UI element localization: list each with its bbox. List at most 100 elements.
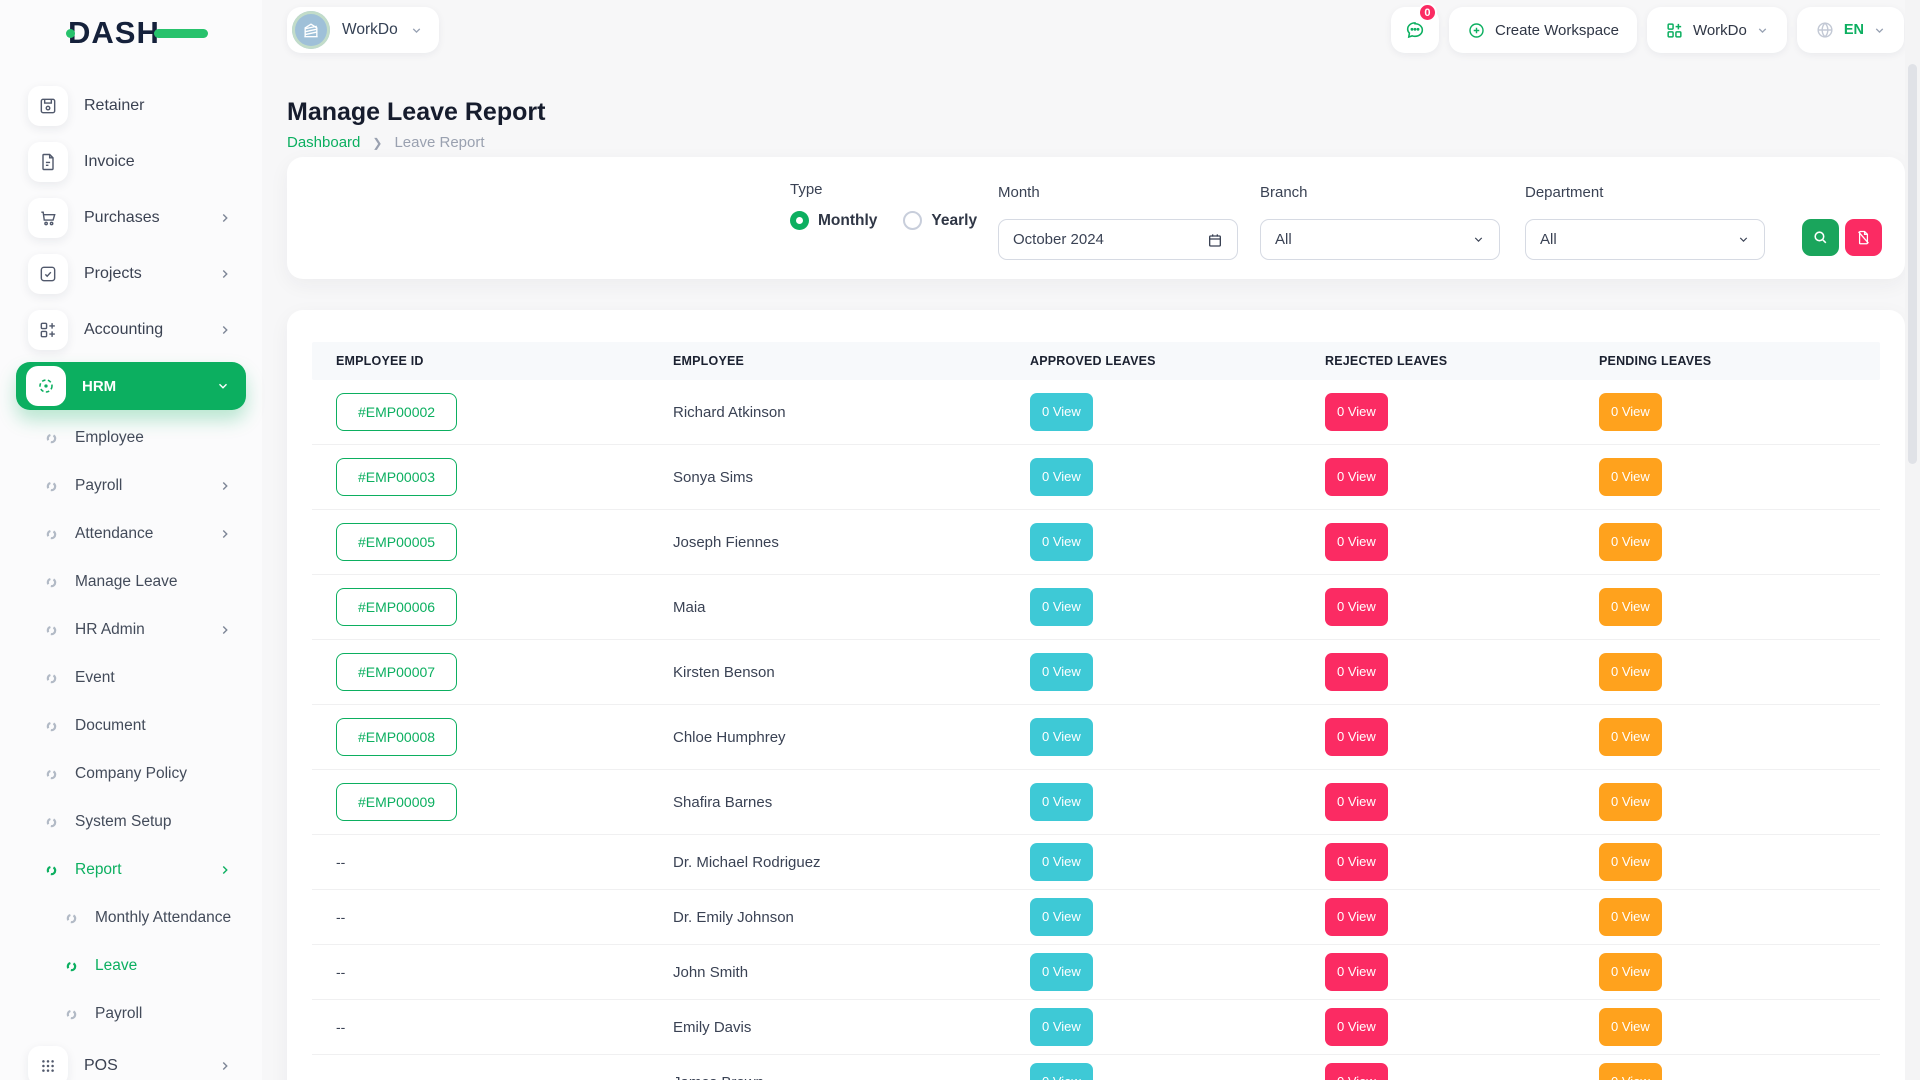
sidebar-item-manage-leave[interactable]: Manage Leave xyxy=(0,558,262,606)
department-select[interactable]: All xyxy=(1525,219,1765,260)
create-workspace-button[interactable]: Create Workspace xyxy=(1449,7,1637,53)
approved-leaves-badge[interactable]: 0 View xyxy=(1030,953,1093,991)
rejected-leaves-badge[interactable]: 0 View xyxy=(1325,523,1388,561)
sidebar-item-report[interactable]: Report xyxy=(0,846,262,894)
radio-unselected-icon xyxy=(903,211,922,230)
pending-leaves-badge[interactable]: 0 View xyxy=(1599,653,1662,691)
pending-leaves-badge-cell: 0 View xyxy=(1575,953,1880,991)
rejected-leaves-badge[interactable]: 0 View xyxy=(1325,1063,1388,1080)
top-right-actions: 0 Create Workspace WorkDo EN xyxy=(1391,7,1904,53)
pending-leaves-badge[interactable]: 0 View xyxy=(1599,898,1662,936)
employee-id-chip[interactable]: #EMP00003 xyxy=(336,458,457,496)
month-input[interactable]: October 2024 xyxy=(998,219,1238,260)
pending-leaves-badge[interactable]: 0 View xyxy=(1599,1063,1662,1080)
sidebar-item-leave[interactable]: Leave xyxy=(0,942,262,990)
approved-leaves-badge[interactable]: 0 View xyxy=(1030,1008,1093,1046)
bullet-icon xyxy=(46,817,57,828)
rejected-leaves-badge[interactable]: 0 View xyxy=(1325,1008,1388,1046)
rejected-leaves-badge[interactable]: 0 View xyxy=(1325,458,1388,496)
sidebar-item-retainer[interactable]: Retainer xyxy=(0,78,262,134)
approved-leaves-badge[interactable]: 0 View xyxy=(1030,898,1093,936)
sidebar-item-system-setup[interactable]: System Setup xyxy=(0,798,262,846)
pending-leaves-badge[interactable]: 0 View xyxy=(1599,393,1662,431)
branch-select[interactable]: All xyxy=(1260,219,1500,260)
approved-leaves-badge[interactable]: 0 View xyxy=(1030,1063,1093,1080)
sidebar-item-payroll[interactable]: Payroll xyxy=(0,462,262,510)
sidebar-item-monthly-attendance[interactable]: Monthly Attendance xyxy=(0,894,262,942)
pending-leaves-badge[interactable]: 0 View xyxy=(1599,953,1662,991)
pending-leaves-badge[interactable]: 0 View xyxy=(1599,783,1662,821)
employee-name-cell: Maia xyxy=(649,599,1006,616)
approved-leaves-badge[interactable]: 0 View xyxy=(1030,653,1093,691)
chevron-down-icon xyxy=(410,24,423,37)
main-content: Manage Leave Report Dashboard ❯ Leave Re… xyxy=(262,60,1920,1080)
rejected-leaves-badge[interactable]: 0 View xyxy=(1325,843,1388,881)
bullet-icon xyxy=(46,721,57,732)
scrollbar-thumb[interactable] xyxy=(1908,64,1917,464)
messages-button[interactable]: 0 xyxy=(1391,7,1439,53)
radio-selected-icon xyxy=(790,211,809,230)
employee-id-chip[interactable]: #EMP00002 xyxy=(336,393,457,431)
sidebar-item-hr-admin[interactable]: HR Admin xyxy=(0,606,262,654)
sidebar-item-hrm[interactable]: HRM xyxy=(16,362,246,410)
employee-id-chip[interactable]: #EMP00005 xyxy=(336,523,457,561)
sidebar-item-projects[interactable]: Projects xyxy=(0,246,262,302)
bullet-icon xyxy=(46,865,57,876)
sidebar-item-label: Payroll xyxy=(75,477,200,495)
pending-leaves-badge-cell: 0 View xyxy=(1575,458,1880,496)
radio-yearly[interactable]: Yearly xyxy=(903,211,977,230)
pending-leaves-badge[interactable]: 0 View xyxy=(1599,523,1662,561)
breadcrumb-dashboard-link[interactable]: Dashboard xyxy=(287,134,360,151)
pending-leaves-badge[interactable]: 0 View xyxy=(1599,1008,1662,1046)
sidebar-item-payroll[interactable]: Payroll xyxy=(0,990,262,1038)
pending-leaves-badge-cell: 0 View xyxy=(1575,393,1880,431)
rejected-leaves-badge[interactable]: 0 View xyxy=(1325,953,1388,991)
employee-name-cell: Richard Atkinson xyxy=(649,404,1006,421)
rejected-leaves-badge[interactable]: 0 View xyxy=(1325,653,1388,691)
employee-name-cell: Sonya Sims xyxy=(649,469,1006,486)
rejected-leaves-badge-cell: 0 View xyxy=(1301,588,1575,626)
employee-id-cell: #EMP00003 xyxy=(312,458,649,496)
dash-logo[interactable]: DASH xyxy=(66,16,208,50)
sidebar-item-pos[interactable]: POS xyxy=(0,1038,262,1080)
sidebar-item-event[interactable]: Event xyxy=(0,654,262,702)
sidebar-item-purchases[interactable]: Purchases xyxy=(0,190,262,246)
rejected-leaves-badge[interactable]: 0 View xyxy=(1325,898,1388,936)
pending-leaves-badge[interactable]: 0 View xyxy=(1599,843,1662,881)
reset-filter-button[interactable] xyxy=(1845,219,1882,256)
workspace-selector[interactable]: WorkDo xyxy=(287,7,439,53)
app-switcher[interactable]: WorkDo xyxy=(1647,7,1787,53)
employee-id-chip[interactable]: #EMP00007 xyxy=(336,653,457,691)
rejected-leaves-badge[interactable]: 0 View xyxy=(1325,393,1388,431)
radio-monthly[interactable]: Monthly xyxy=(790,211,877,230)
sidebar-item-attendance[interactable]: Attendance xyxy=(0,510,262,558)
chevron-right-icon xyxy=(218,267,232,281)
employee-id-chip[interactable]: #EMP00009 xyxy=(336,783,457,821)
sidebar-item-employee[interactable]: Employee xyxy=(0,414,262,462)
pending-leaves-badge[interactable]: 0 View xyxy=(1599,588,1662,626)
rejected-leaves-badge[interactable]: 0 View xyxy=(1325,588,1388,626)
chevron-right-icon xyxy=(218,1059,232,1073)
approved-leaves-badge[interactable]: 0 View xyxy=(1030,393,1093,431)
search-button[interactable] xyxy=(1802,219,1839,256)
chevron-right-icon xyxy=(218,527,232,541)
approved-leaves-badge[interactable]: 0 View xyxy=(1030,718,1093,756)
approved-leaves-badge[interactable]: 0 View xyxy=(1030,523,1093,561)
page-scrollbar[interactable] xyxy=(1905,0,1920,1080)
approved-leaves-badge[interactable]: 0 View xyxy=(1030,458,1093,496)
approved-leaves-badge[interactable]: 0 View xyxy=(1030,783,1093,821)
employee-id-cell: #EMP00005 xyxy=(312,523,649,561)
employee-id-chip[interactable]: #EMP00006 xyxy=(336,588,457,626)
language-selector[interactable]: EN xyxy=(1797,7,1904,53)
sidebar-item-invoice[interactable]: Invoice xyxy=(0,134,262,190)
sidebar-item-accounting[interactable]: Accounting xyxy=(0,302,262,358)
rejected-leaves-badge[interactable]: 0 View xyxy=(1325,783,1388,821)
sidebar-item-company-policy[interactable]: Company Policy xyxy=(0,750,262,798)
pending-leaves-badge[interactable]: 0 View xyxy=(1599,718,1662,756)
rejected-leaves-badge[interactable]: 0 View xyxy=(1325,718,1388,756)
sidebar-item-document[interactable]: Document xyxy=(0,702,262,750)
employee-id-chip[interactable]: #EMP00008 xyxy=(336,718,457,756)
pending-leaves-badge[interactable]: 0 View xyxy=(1599,458,1662,496)
approved-leaves-badge[interactable]: 0 View xyxy=(1030,843,1093,881)
approved-leaves-badge[interactable]: 0 View xyxy=(1030,588,1093,626)
